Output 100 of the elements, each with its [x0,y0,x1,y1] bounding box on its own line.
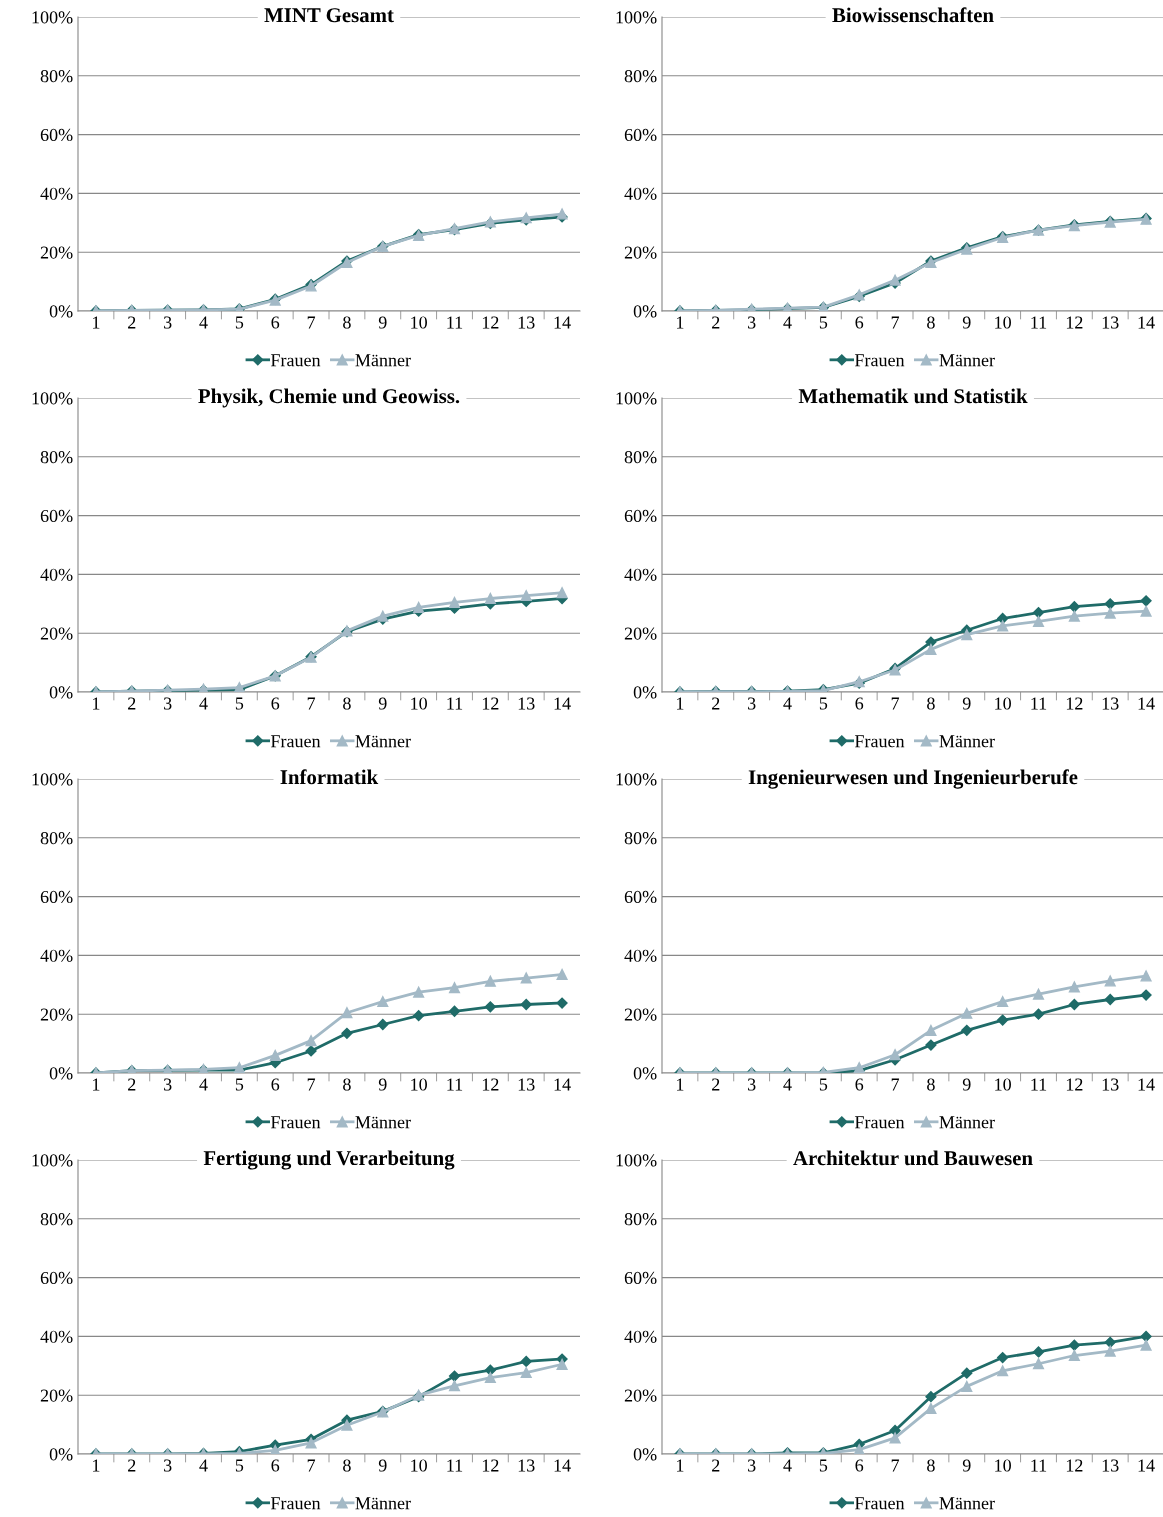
x-tick-label: 5 [235,697,244,710]
x-tick-label: 4 [199,1459,208,1472]
y-tick-label: 40% [40,187,73,200]
y-tick-label: 20% [40,627,73,640]
y-tick-label: 60% [40,1271,73,1285]
chart-title: Fertigung und Verarbeitung [203,1150,455,1170]
y-tick-label: 100% [32,11,73,24]
y-tick-label: 80% [624,1213,657,1226]
x-tick-label: 5 [819,1078,828,1091]
x-tick-label: 6 [271,316,280,329]
x-tick-label: 14 [554,1459,571,1472]
x-tick-label: 13 [518,1078,535,1091]
y-tick-label: 60% [40,509,73,523]
y-tick-label: 0% [633,305,657,318]
x-tick-label: 14 [1138,1459,1155,1472]
chart-title: Biowissenschaften [832,7,994,23]
x-tick-label: 12 [482,1459,499,1472]
x-tick-label: 14 [554,697,571,710]
y-tick-label: 40% [624,568,657,581]
x-tick-label: 4 [783,1459,792,1472]
x-tick-label: 6 [855,697,864,710]
x-tick-label: 10 [995,316,1011,329]
x-tick-label: 7 [891,697,900,710]
x-tick-label: 11 [1031,697,1047,710]
x-tick-label: 1 [93,1078,100,1091]
x-tick-label: 8 [343,316,351,329]
x-tick-label: 9 [378,316,387,329]
legend-label: Männer [355,354,411,367]
y-tick-label: 60% [40,890,73,904]
x-tick-label: 7 [307,697,316,710]
y-tick-label: 20% [40,1389,73,1402]
x-tick-label: 8 [343,1078,351,1091]
y-tick-label: 80% [40,832,73,845]
x-tick-label: 10 [995,1078,1011,1091]
x-tick-label: 12 [1066,697,1083,710]
x-tick-label: 13 [518,1459,535,1472]
x-tick-label: 12 [1066,1459,1083,1472]
y-tick-label: 60% [624,128,657,142]
legend-label: Frauen [270,1497,321,1510]
x-tick-label: 7 [307,316,316,329]
x-tick-label: 6 [271,697,280,710]
x-tick-label: 5 [819,1459,828,1472]
x-tick-label: 2 [128,316,136,329]
x-tick-label: 7 [891,1459,900,1472]
x-tick-label: 11 [1031,1459,1047,1472]
chart-title: Ingenieurwesen und Ingenieurberufe [748,769,1078,789]
y-tick-label: 0% [633,1448,657,1461]
legend-label: Männer [939,1497,995,1510]
chart-title: Architektur und Bauwesen [793,1150,1033,1166]
y-tick-label: 40% [40,949,73,962]
y-tick-label: 100% [616,1154,657,1167]
y-tick-label: 40% [624,1330,657,1343]
x-tick-label: 12 [482,1078,499,1091]
x-tick-label: 6 [855,316,864,329]
y-tick-label: 20% [624,627,657,640]
y-tick-label: 20% [40,1008,73,1021]
x-tick-label: 7 [307,1459,316,1472]
legend-label: Männer [939,1116,995,1129]
x-tick-label: 4 [199,1078,208,1091]
y-tick-label: 80% [624,832,657,845]
x-tick-label: 1 [677,697,684,710]
x-tick-label: 14 [1138,1078,1155,1091]
legend-label: Männer [939,354,995,367]
x-tick-label: 3 [163,316,172,329]
x-tick-label: 10 [411,697,427,710]
y-tick-label: 80% [40,451,73,464]
x-tick-label: 14 [1138,316,1155,329]
y-tick-label: 100% [616,773,657,786]
y-tick-label: 60% [624,1271,657,1285]
y-tick-label: 100% [32,392,73,405]
x-tick-label: 14 [554,316,571,329]
x-tick-label: 9 [378,1078,387,1091]
legend-label: Frauen [854,1116,905,1129]
legend-label: Frauen [270,1116,321,1129]
x-tick-label: 6 [855,1078,864,1091]
x-tick-label: 2 [128,1078,136,1091]
legend-label: Männer [355,735,411,748]
x-tick-label: 3 [163,1078,172,1091]
x-tick-label: 9 [378,697,387,710]
x-tick-label: 6 [271,1078,280,1091]
x-tick-label: 4 [783,1078,792,1091]
chart-title: Informatik [280,769,379,785]
x-tick-label: 5 [819,316,828,329]
y-tick-label: 0% [49,1448,73,1461]
x-tick-label: 11 [1031,316,1047,329]
x-tick-label: 3 [163,1459,172,1472]
x-tick-label: 5 [235,316,244,329]
x-tick-label: 3 [747,1078,756,1091]
y-tick-label: 100% [32,773,73,786]
y-tick-label: 0% [633,686,657,699]
x-tick-label: 7 [891,316,900,329]
x-tick-label: 7 [307,1078,316,1091]
x-tick-label: 11 [447,316,463,329]
x-tick-label: 11 [447,1459,463,1472]
x-tick-label: 13 [1102,1459,1119,1472]
x-tick-label: 6 [855,1459,864,1472]
y-tick-label: 0% [49,1067,73,1080]
x-tick-label: 1 [93,1459,100,1472]
x-tick-label: 12 [482,697,499,710]
x-tick-label: 2 [128,1459,136,1472]
